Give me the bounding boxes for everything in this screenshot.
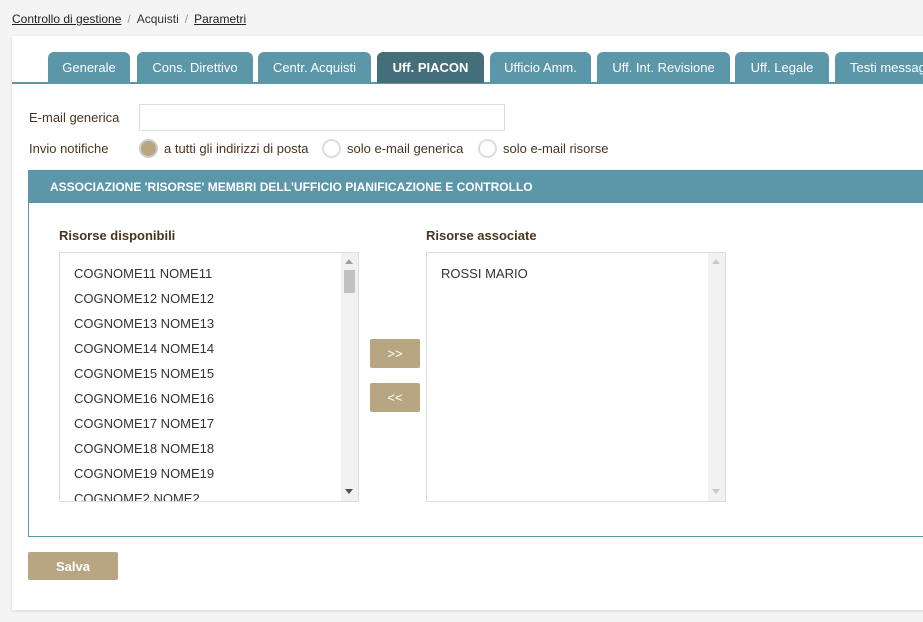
breadcrumb-controllo-di-gestione[interactable]: Controllo di gestione xyxy=(12,12,122,26)
list-item[interactable]: ROSSI MARIO xyxy=(441,266,528,281)
tab-ufficio-amm[interactable]: Ufficio Amm. xyxy=(490,52,591,83)
section-box xyxy=(28,202,923,537)
tab-generale[interactable]: Generale xyxy=(48,52,130,83)
list-item[interactable]: COGNOME11 NOME11 xyxy=(74,266,213,281)
list-item[interactable]: COGNOME15 NOME15 xyxy=(74,366,215,381)
scroll-up-icon[interactable] xyxy=(712,259,720,264)
radio-email-risorse[interactable] xyxy=(478,139,497,158)
radio-tutti-indirizzi[interactable] xyxy=(139,139,158,158)
tab-testi-messaggi[interactable]: Testi messaggi xyxy=(835,52,923,83)
tab-cons-direttivo[interactable]: Cons. Direttivo xyxy=(137,52,253,83)
add-resource-button[interactable]: >> xyxy=(370,339,420,368)
list-item[interactable]: COGNOME19 NOME19 xyxy=(74,466,215,481)
tab-uff-legale[interactable]: Uff. Legale xyxy=(735,52,829,83)
scrollbar[interactable] xyxy=(708,253,725,501)
email-generica-input[interactable] xyxy=(139,104,505,131)
breadcrumb-acquisti: Acquisti xyxy=(136,12,179,26)
breadcrumb: Controllo di gestione / Acquisti / Parametri xyxy=(12,12,246,26)
available-label: Risorse disponibili xyxy=(59,228,176,243)
remove-resource-button[interactable]: << xyxy=(370,383,420,412)
save-button[interactable]: Salva xyxy=(28,552,118,580)
associated-label: Risorse associate xyxy=(426,228,537,243)
section-header: ASSOCIAZIONE 'RISORSE' MEMBRI DELL'UFFIC… xyxy=(28,170,923,203)
scrollbar-thumb[interactable] xyxy=(344,270,355,293)
tab-uff-piacon[interactable]: Uff. PIACON xyxy=(377,52,484,83)
breadcrumb-separator: / xyxy=(184,12,189,26)
scroll-up-icon[interactable] xyxy=(345,259,353,264)
radio-label-risorse[interactable]: solo e-mail risorse xyxy=(503,141,609,156)
list-item[interactable]: COGNOME12 NOME12 xyxy=(74,291,215,306)
scroll-down-icon[interactable] xyxy=(345,489,353,494)
email-label: E-mail generica xyxy=(29,110,120,125)
associated-list[interactable]: ROSSI MARIO xyxy=(426,252,726,502)
list-item[interactable]: COGNOME13 NOME13 xyxy=(74,316,215,331)
available-list[interactable]: COGNOME11 NOME11 COGNOME12 NOME12 COGNOM… xyxy=(59,252,359,502)
tab-uff-int-revisione[interactable]: Uff. Int. Revisione xyxy=(597,52,730,83)
notify-label: Invio notifiche xyxy=(29,141,109,156)
breadcrumb-parametri[interactable]: Parametri xyxy=(194,12,247,26)
tab-centr-acquisti[interactable]: Centr. Acquisti xyxy=(258,52,371,83)
list-item[interactable]: COGNOME2 NOME2 xyxy=(74,491,200,502)
radio-email-generica[interactable] xyxy=(322,139,341,158)
list-item[interactable]: COGNOME14 NOME14 xyxy=(74,341,215,356)
scroll-down-icon[interactable] xyxy=(712,489,720,494)
scrollbar[interactable] xyxy=(341,253,358,501)
tab-underline xyxy=(12,82,923,84)
list-item[interactable]: COGNOME18 NOME18 xyxy=(74,441,215,456)
radio-label-tutti[interactable]: a tutti gli indirizzi di posta xyxy=(164,141,309,156)
list-item[interactable]: COGNOME16 NOME16 xyxy=(74,391,215,406)
radio-label-generica[interactable]: solo e-mail generica xyxy=(347,141,464,156)
list-item[interactable]: COGNOME17 NOME17 xyxy=(74,416,215,431)
breadcrumb-separator: / xyxy=(127,12,131,26)
